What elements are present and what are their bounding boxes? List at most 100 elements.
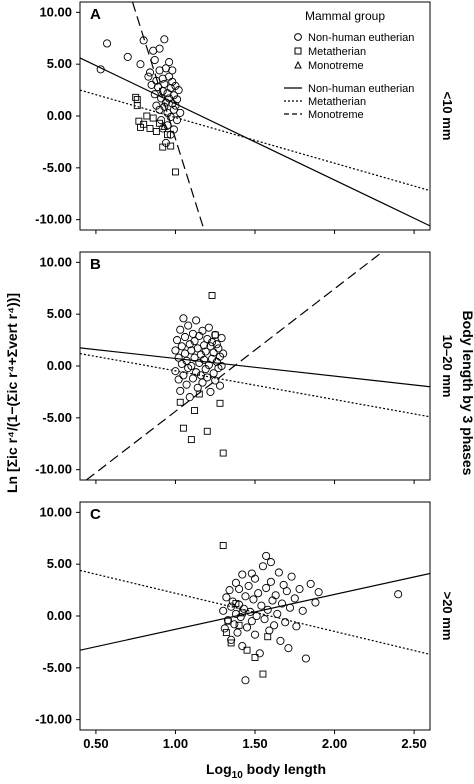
point-eutherian xyxy=(203,373,212,382)
legend-square-icon xyxy=(294,47,302,55)
point-eutherian xyxy=(238,570,247,579)
point-eutherian xyxy=(200,341,209,350)
fit-line-solid xyxy=(80,347,430,388)
point-eutherian xyxy=(150,55,159,65)
panel-b: 10.00 5.00 0.00 -5.00 -10.00 B 10–20 mm xyxy=(35,251,455,484)
legend-circle-icon xyxy=(294,33,302,41)
legend-marker-label: Monotreme xyxy=(308,60,364,72)
point-eutherian xyxy=(102,39,112,48)
point-eutherian xyxy=(311,598,320,607)
point-eutherian xyxy=(220,624,229,633)
point-metatherian xyxy=(159,143,167,151)
point-eutherian xyxy=(168,66,177,75)
point-eutherian xyxy=(247,569,256,578)
point-metatherian xyxy=(133,95,141,103)
x-axis-label: Log10 body length xyxy=(206,761,326,781)
point-metatherian xyxy=(227,639,235,647)
point-eutherian xyxy=(284,644,293,653)
point-eutherian xyxy=(182,380,191,389)
point-eutherian xyxy=(211,376,220,385)
right-axis-title: Body length by 3 phases xyxy=(460,311,474,476)
point-eutherian xyxy=(207,338,217,347)
point-metatherian xyxy=(156,119,163,127)
point-metatherian xyxy=(176,398,184,406)
point-eutherian xyxy=(230,620,239,629)
point-eutherian xyxy=(204,360,213,370)
point-eutherian xyxy=(155,44,164,53)
point-eutherian xyxy=(190,353,199,362)
y-axis-label: Ln [Σic r⁴/(1−(Σic r⁴+Σvert r⁴))] xyxy=(4,293,20,493)
point-eutherian xyxy=(190,337,199,346)
point-eutherian xyxy=(198,326,207,335)
point-eutherian xyxy=(227,635,236,644)
fit-line-dotted xyxy=(80,352,430,418)
point-eutherian xyxy=(287,572,296,581)
y-tick-label: -5.00 xyxy=(42,410,72,425)
panel-a: 10.00 5.00 0.00 -5.00 -10.00 A <10 mm xyxy=(35,1,455,234)
point-eutherian xyxy=(279,580,288,589)
fit-line-dashed xyxy=(85,252,383,480)
point-metatherian xyxy=(208,292,216,299)
point-eutherian xyxy=(306,579,315,588)
point-metatherian xyxy=(264,633,272,641)
point-metatherian xyxy=(219,542,227,549)
point-eutherian xyxy=(281,618,290,627)
panel-label: A xyxy=(90,6,101,23)
point-metatherian xyxy=(219,449,227,457)
plot-area xyxy=(80,2,430,230)
legend-marker-label: Non-human eutherian xyxy=(308,32,414,44)
point-eutherian xyxy=(215,381,225,390)
point-metatherian xyxy=(140,120,148,128)
point-eutherian xyxy=(179,314,188,323)
point-eutherian xyxy=(188,374,198,383)
point-eutherian xyxy=(244,581,253,590)
point-eutherian xyxy=(176,325,185,334)
point-eutherian xyxy=(241,676,250,685)
legend-marker-label: Metatherian xyxy=(308,46,366,58)
point-eutherian xyxy=(241,592,250,601)
point-eutherian xyxy=(236,612,245,622)
y-tick-label: -5.00 xyxy=(42,660,72,675)
point-eutherian xyxy=(217,361,226,371)
point-eutherian xyxy=(276,636,285,645)
point-eutherian xyxy=(174,86,183,95)
point-eutherian xyxy=(166,83,175,93)
point-eutherian xyxy=(145,68,155,77)
point-eutherian xyxy=(153,82,163,92)
point-eutherian xyxy=(174,375,183,384)
point-metatherian xyxy=(132,93,140,101)
point-eutherian xyxy=(235,585,244,594)
point-eutherian xyxy=(214,344,223,353)
point-eutherian xyxy=(219,349,228,358)
point-eutherian xyxy=(270,621,279,630)
point-eutherian xyxy=(233,628,242,637)
point-eutherian xyxy=(260,615,269,624)
y-tick-label: -10.00 xyxy=(35,212,72,227)
x-tick-label: 2.50 xyxy=(401,736,426,751)
point-eutherian xyxy=(277,599,287,608)
point-eutherian xyxy=(257,601,266,610)
point-monotreme xyxy=(160,121,169,130)
point-metatherian xyxy=(143,112,151,120)
phase-label: 10–20 mm xyxy=(440,335,455,398)
point-eutherian xyxy=(271,591,280,600)
point-eutherian xyxy=(171,346,180,355)
x-axis-label-subscript: 10 xyxy=(232,770,244,781)
point-eutherian xyxy=(249,595,258,604)
point-metatherian xyxy=(149,114,157,122)
point-metatherian xyxy=(222,629,230,637)
x-axis-label-prefix: Log xyxy=(206,761,232,777)
point-eutherian xyxy=(185,393,194,402)
point-eutherian xyxy=(250,630,260,639)
point-eutherian xyxy=(193,344,202,353)
point-metatherian xyxy=(152,128,160,135)
point-eutherian xyxy=(209,348,218,357)
point-eutherian xyxy=(273,609,282,618)
panel-label: C xyxy=(90,506,101,523)
point-eutherian xyxy=(206,387,215,396)
y-tick-label: 0.00 xyxy=(47,358,72,373)
point-eutherian xyxy=(247,617,256,626)
point-eutherian xyxy=(169,105,178,114)
point-metatherian xyxy=(195,390,203,398)
